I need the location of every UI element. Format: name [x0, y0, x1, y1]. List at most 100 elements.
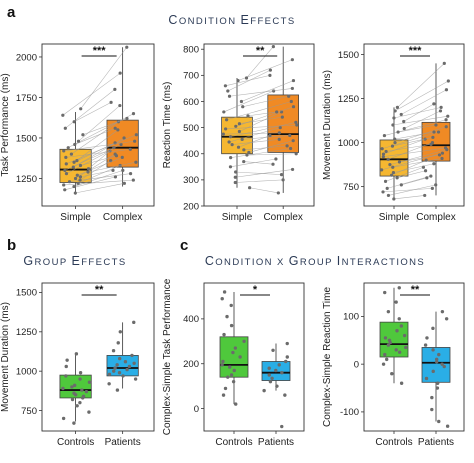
title-part: ROUP: [35, 257, 72, 268]
data-point: [393, 137, 397, 141]
data-point: [238, 355, 242, 359]
data-point: [111, 168, 115, 172]
x-tick-label: Complex: [416, 212, 455, 223]
pair-line: [393, 195, 425, 200]
y-tick-label: 0: [194, 404, 199, 415]
y-tick-label: 800: [183, 45, 199, 56]
data-point: [392, 197, 396, 201]
data-point: [271, 45, 275, 49]
data-point: [247, 150, 251, 155]
data-point: [130, 353, 134, 358]
data-point: [72, 383, 77, 388]
title-part: FFECTS: [250, 16, 295, 27]
data-point: [390, 372, 394, 376]
pair-line: [401, 177, 427, 186]
pair-line: [383, 147, 446, 157]
data-point: [131, 112, 136, 116]
data-point: [396, 130, 400, 134]
plot-frame: [363, 43, 465, 207]
data-point: [233, 175, 237, 179]
data-point: [242, 148, 246, 152]
data-point: [444, 317, 449, 321]
pair-line: [235, 171, 282, 175]
panel-b-title: GROUP EFFECTS: [23, 254, 126, 268]
plot-frame: [41, 43, 155, 207]
data-point: [75, 404, 79, 408]
pair-line: [385, 167, 424, 182]
data-point: [127, 364, 132, 369]
data-point: [237, 122, 242, 126]
title-part: C: [205, 254, 215, 268]
data-point: [224, 127, 228, 131]
data-point: [440, 151, 445, 155]
data-point: [277, 131, 281, 135]
box-controls: [379, 321, 409, 358]
title-part: G: [289, 254, 300, 268]
pair-line: [80, 47, 128, 109]
title-part: FFECTS: [81, 257, 126, 268]
pair-line: [87, 161, 136, 173]
data-point: [121, 168, 125, 172]
pair-line: [227, 69, 271, 92]
data-point: [84, 389, 89, 394]
y-tick-label: 600: [183, 97, 199, 108]
data-point: [72, 421, 76, 425]
data-point: [399, 112, 403, 117]
data-point: [391, 123, 395, 127]
panel-letter-a: a: [7, 4, 16, 21]
data-point: [112, 369, 116, 373]
data-point: [397, 350, 402, 354]
data-point: [285, 355, 289, 359]
data-point: [267, 366, 271, 370]
x-tick-label: Controls: [375, 437, 412, 448]
chart-0: 1250 1500 1750 2000 Task Performance (ms) Sim…: [0, 43, 155, 223]
pair-line: [229, 127, 281, 143]
data-point: [226, 89, 230, 93]
data-point: [393, 109, 397, 113]
data-point: [267, 373, 271, 377]
significance-label: ***: [93, 45, 107, 57]
data-point: [392, 116, 396, 120]
pair-line: [243, 145, 288, 151]
data-point: [288, 133, 292, 138]
data-point: [423, 169, 428, 173]
data-point: [439, 105, 443, 109]
data-point: [436, 130, 441, 134]
pair-line: [247, 111, 277, 117]
y-tick-label: 2000: [16, 52, 37, 63]
data-point: [430, 395, 434, 400]
y-tick-label: 400: [183, 149, 199, 160]
data-point: [117, 371, 122, 375]
data-point: [237, 129, 241, 134]
title-part: C: [168, 13, 178, 27]
pair-line: [397, 170, 426, 179]
y-tick-label: 1500: [16, 133, 37, 144]
y-tick-label: 0: [354, 359, 359, 370]
data-point: [431, 369, 435, 374]
data-point: [440, 156, 444, 161]
data-point: [79, 107, 83, 111]
pair-line: [403, 103, 435, 122]
data-point: [290, 167, 295, 172]
pair-line: [235, 179, 284, 183]
data-point: [275, 110, 279, 114]
pair-line: [226, 101, 292, 121]
data-point: [231, 379, 236, 384]
significance-label: **: [411, 284, 420, 296]
data-point: [63, 188, 67, 192]
pair-line: [73, 142, 116, 163]
data-point: [391, 170, 396, 175]
data-point: [230, 142, 234, 147]
x-tick-label: Complex: [103, 212, 142, 223]
data-point: [381, 362, 386, 366]
y-tick-label: 1000: [338, 138, 359, 149]
data-point: [117, 356, 122, 361]
data-point: [72, 184, 76, 189]
pair-line: [232, 139, 280, 145]
data-point: [229, 373, 234, 377]
plot-frame: [203, 43, 315, 207]
data-point: [242, 339, 246, 344]
pair-line: [80, 170, 114, 178]
data-point: [61, 113, 65, 117]
data-point: [78, 377, 82, 381]
